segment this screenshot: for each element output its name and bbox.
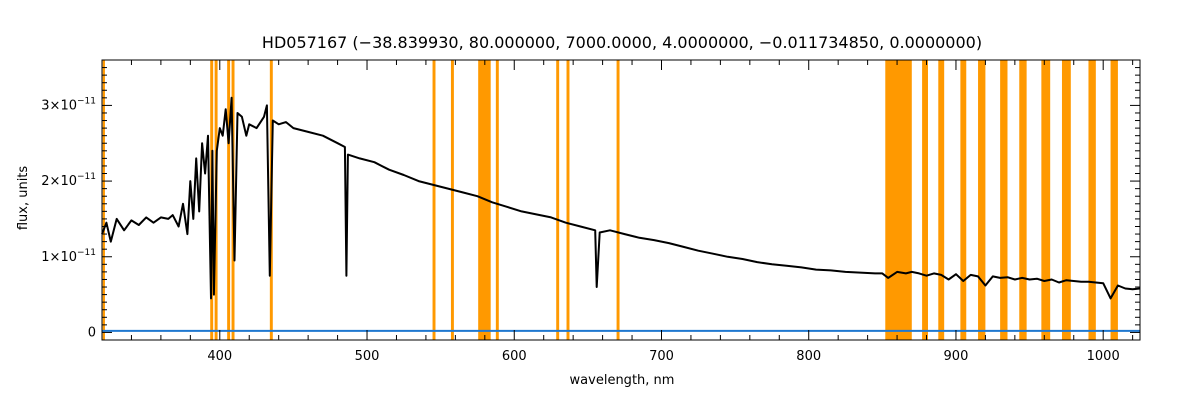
masked-region-21 xyxy=(1061,60,1071,340)
masked-region-11 xyxy=(566,60,570,340)
masked-region-12 xyxy=(616,60,620,340)
x-tick-label-900: 900 xyxy=(944,349,969,364)
masked-region-14 xyxy=(922,60,928,340)
masked-region-16 xyxy=(960,60,967,340)
masked-region-10 xyxy=(556,60,560,340)
masked-region-7 xyxy=(450,60,454,340)
masked-region-18 xyxy=(1000,60,1008,340)
y-tick-label-1: 1×10−11 xyxy=(41,248,96,265)
chart-title: HD057167 (−38.839930, 80.000000, 7000.00… xyxy=(262,33,982,52)
y-tick-label-0: 0 xyxy=(88,325,96,340)
x-tick-label-800: 800 xyxy=(796,349,821,364)
masked-region-15 xyxy=(938,60,945,340)
ticks: 400 500 600 700 800 900 1000 0 1×10−11 2×10−11 3×1… xyxy=(41,60,1140,364)
x-axis-label: wavelength, nm xyxy=(570,373,675,388)
y-axis-label: flux, units xyxy=(16,166,31,231)
series-group xyxy=(101,96,1141,332)
axes xyxy=(101,59,1141,341)
masked-region-19 xyxy=(1019,60,1027,340)
masked-region-3 xyxy=(227,60,231,340)
x-tick-label-500: 500 xyxy=(355,349,380,364)
masked-region-0 xyxy=(102,60,105,340)
masked-region-20 xyxy=(1041,60,1051,340)
y-tick-label-2: 2×10−11 xyxy=(41,172,96,189)
masked-regions xyxy=(102,60,1118,340)
x-tick-label-700: 700 xyxy=(649,349,674,364)
y-tick-label-3: 3×10−11 xyxy=(41,96,96,113)
masked-region-9 xyxy=(495,60,499,340)
masked-region-23 xyxy=(1110,60,1118,340)
plot-frame xyxy=(101,59,1141,341)
x-tick-label-1000: 1000 xyxy=(1087,349,1120,364)
masked-region-6 xyxy=(432,60,436,340)
x-tick-label-400: 400 xyxy=(207,349,232,364)
masked-region-22 xyxy=(1088,60,1096,340)
masked-region-17 xyxy=(978,60,986,340)
x-tick-label-600: 600 xyxy=(502,349,527,364)
masked-region-13 xyxy=(885,60,912,340)
series-line-0 xyxy=(101,96,1141,300)
